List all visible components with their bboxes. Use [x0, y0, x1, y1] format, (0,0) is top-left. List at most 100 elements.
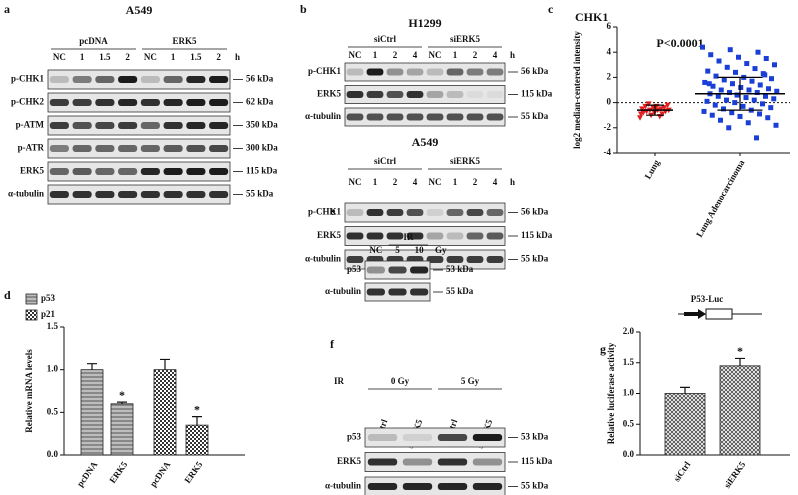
- x-tick-label: ERK5: [107, 459, 129, 485]
- row-label: p-CHK1: [11, 74, 45, 84]
- band: [209, 99, 229, 106]
- treatment-label: IR: [334, 376, 345, 386]
- band: [72, 145, 92, 152]
- lane-label: 1: [453, 50, 458, 60]
- point: [715, 93, 721, 99]
- sd-bar: [717, 76, 763, 111]
- y-tick-label: 1.5: [47, 321, 59, 331]
- band: [466, 91, 484, 98]
- blot-title: A549: [126, 3, 153, 17]
- size-label: 53 kDa: [446, 264, 474, 274]
- band: [446, 91, 464, 98]
- band: [406, 91, 424, 98]
- point: [661, 105, 668, 111]
- point: [704, 98, 710, 104]
- point: [702, 79, 708, 85]
- band: [446, 209, 464, 216]
- blot-strip: [344, 202, 506, 223]
- band: [209, 145, 229, 152]
- size-label: 115 kDa: [521, 230, 553, 240]
- bar: [110, 403, 134, 456]
- band: [437, 458, 468, 466]
- band: [386, 113, 404, 121]
- band: [437, 483, 468, 490]
- lane-label: 5: [395, 245, 400, 255]
- group-label: siERK5: [450, 34, 481, 44]
- luc-box: [705, 308, 733, 320]
- band: [386, 232, 404, 240]
- size-label: 55 kDa: [521, 111, 549, 121]
- point: [754, 135, 759, 141]
- lane-label: NC: [349, 50, 362, 60]
- band: [366, 209, 384, 216]
- lane-label: NC: [144, 52, 157, 62]
- band: [186, 122, 206, 129]
- point: [637, 115, 643, 121]
- blot-title: A549: [412, 135, 439, 149]
- band: [367, 483, 398, 490]
- band: [486, 209, 504, 216]
- sd-bar: [646, 104, 664, 116]
- significance: *: [194, 402, 200, 416]
- point: [724, 64, 730, 70]
- point: [732, 100, 738, 106]
- point: [774, 88, 780, 94]
- band: [72, 76, 92, 83]
- band: [446, 232, 464, 240]
- lane-label: 2: [473, 177, 478, 187]
- point: [771, 96, 777, 102]
- y-tick-label: 1.0: [47, 364, 59, 374]
- lane-label: 1.5: [190, 52, 202, 62]
- y-axis-label: log2 median-centered intensity: [572, 31, 582, 149]
- group-label: IR: [403, 232, 414, 242]
- band: [186, 99, 206, 106]
- error-bar: [680, 386, 690, 394]
- band: [406, 68, 424, 76]
- panel-letter: c: [548, 2, 554, 16]
- group-label: ERK5: [172, 36, 197, 46]
- point: [718, 117, 723, 123]
- group-label: siERK5: [450, 156, 481, 166]
- band: [163, 99, 183, 106]
- lane-label: 1: [171, 52, 176, 62]
- size-label: 115 kDa: [521, 456, 553, 466]
- chart-title: CHK1: [575, 10, 608, 24]
- band: [72, 99, 92, 106]
- band: [466, 113, 484, 121]
- blot-strip: [364, 427, 506, 448]
- lane-label: 4: [413, 177, 418, 187]
- band: [426, 113, 444, 121]
- band: [346, 209, 364, 216]
- band: [49, 122, 69, 129]
- row-label: p-ATR: [18, 143, 45, 153]
- band: [209, 191, 229, 198]
- blot-strip: [344, 107, 506, 127]
- band: [118, 122, 138, 129]
- blot-strip: [47, 184, 231, 205]
- point: [765, 115, 771, 121]
- row-label: p53: [347, 264, 362, 274]
- band: [49, 76, 69, 83]
- size-label: 115 kDa: [521, 89, 553, 99]
- error-bar: [735, 357, 745, 366]
- band: [118, 99, 138, 106]
- point: [733, 69, 738, 75]
- band: [140, 99, 160, 106]
- y-tick-label: -4: [604, 147, 612, 157]
- annotation: P53-Luc: [691, 294, 724, 304]
- band: [466, 209, 484, 216]
- error-bar: [192, 416, 202, 426]
- point: [763, 56, 769, 61]
- band: [386, 68, 404, 76]
- band: [406, 113, 424, 121]
- band: [466, 232, 484, 240]
- panel-letter: a: [4, 2, 10, 16]
- band: [406, 232, 424, 240]
- point: [718, 87, 724, 93]
- y-axis-label: Relative mRNA levels: [24, 349, 34, 433]
- lane-label: 1: [453, 177, 458, 187]
- lane-label: 2: [216, 52, 221, 62]
- y-tick-label: -2: [604, 122, 612, 132]
- x-tick-label: Lung Adenocarcinoma: [694, 158, 747, 239]
